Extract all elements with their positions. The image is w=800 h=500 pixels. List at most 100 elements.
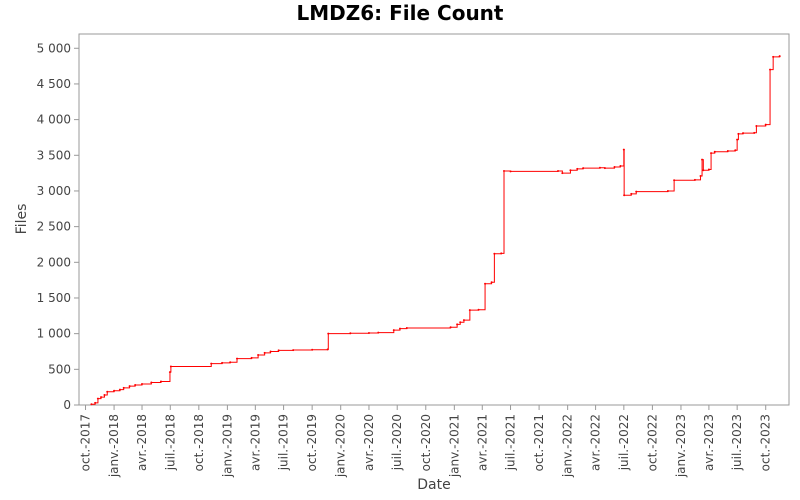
- y-axis: 0 500 1 000 1 500 2 000 2 500 3 000 3 500 4 000 4…: [37, 41, 79, 412]
- series-layer: [90, 55, 781, 406]
- data-point: [405, 326, 408, 329]
- data-point: [349, 332, 352, 335]
- x-tick-label: oct.-2019: [305, 414, 319, 471]
- x-tick-label: oct.-2022: [645, 414, 659, 471]
- data-point: [399, 327, 402, 330]
- data-point: [503, 169, 506, 172]
- data-point: [150, 381, 153, 384]
- data-point: [619, 164, 622, 167]
- y-tick-label: 0: [63, 398, 71, 412]
- data-point: [569, 169, 572, 172]
- y-tick-label: 3 000: [37, 184, 71, 198]
- data-point: [459, 321, 462, 324]
- y-tick-label: 1 500: [37, 291, 71, 305]
- data-point: [490, 281, 493, 284]
- data-point: [94, 401, 97, 404]
- data-point: [753, 131, 756, 134]
- x-tick-label: avr.-2022: [589, 414, 603, 471]
- x-tick-label: oct.-2023: [759, 414, 773, 471]
- y-tick-label: 1 000: [37, 327, 71, 341]
- data-point: [734, 149, 737, 152]
- data-point: [277, 349, 280, 352]
- data-point: [377, 331, 380, 334]
- data-point: [576, 167, 579, 170]
- data-point: [561, 172, 564, 175]
- data-point: [141, 382, 144, 385]
- x-tick-label: oct.-2021: [532, 414, 546, 471]
- y-axis-label: Files: [14, 204, 30, 235]
- y-tick-label: 4 000: [37, 113, 71, 127]
- data-point: [699, 174, 702, 177]
- x-tick-label: janv.-2021: [447, 414, 461, 478]
- data-point: [257, 354, 260, 357]
- data-point: [122, 386, 125, 389]
- data-point: [764, 123, 767, 126]
- data-point: [635, 190, 638, 193]
- data-point: [772, 55, 775, 58]
- data-point: [736, 138, 739, 141]
- x-tick-label: janv.-2019: [220, 414, 234, 478]
- data-point: [106, 390, 109, 393]
- data-point: [701, 158, 704, 161]
- data-point: [742, 132, 745, 135]
- data-point: [598, 166, 601, 169]
- data-point: [710, 152, 713, 155]
- data-point: [666, 189, 669, 192]
- y-tick-label: 5 000: [37, 41, 71, 55]
- data-point: [134, 384, 137, 387]
- x-axis: oct.-2017 janv.-2018 avr.-2018 juil.-2018 oc…: [79, 405, 773, 478]
- data-point: [90, 403, 93, 406]
- data-point: [236, 357, 239, 360]
- data-point: [509, 170, 512, 173]
- x-tick-label: oct.-2018: [192, 414, 206, 471]
- x-tick-label: juil.-2018: [163, 414, 177, 471]
- data-point: [726, 150, 729, 153]
- data-point: [327, 332, 330, 335]
- plot-area: [78, 33, 790, 406]
- data-point: [229, 361, 232, 364]
- data-point: [769, 68, 772, 71]
- data-point: [250, 356, 253, 359]
- x-tick-label: janv.-2022: [561, 414, 575, 478]
- data-point: [622, 148, 625, 151]
- data-point: [263, 351, 266, 354]
- y-tick-label: 500: [48, 362, 71, 376]
- data-point: [713, 150, 716, 153]
- x-tick-label: avr.-2018: [135, 414, 149, 471]
- x-axis-label: Date: [417, 477, 450, 493]
- x-tick-label: avr.-2023: [702, 414, 716, 471]
- data-point: [118, 388, 121, 391]
- data-point: [456, 323, 459, 326]
- data-point: [96, 397, 99, 400]
- data-point: [128, 385, 131, 388]
- data-point: [221, 361, 224, 364]
- x-tick-label: juil.-2019: [277, 414, 291, 471]
- data-point: [168, 371, 171, 374]
- x-tick-label: janv.-2023: [674, 414, 688, 478]
- data-point: [707, 168, 710, 171]
- data-point: [392, 329, 395, 332]
- data-point: [477, 308, 480, 311]
- data-point: [326, 348, 329, 351]
- x-tick-label: juil.-2022: [617, 414, 631, 471]
- data-point: [693, 178, 696, 181]
- y-tick-label: 4 500: [37, 77, 71, 91]
- data-point: [557, 169, 560, 172]
- x-tick-label: oct.-2017: [79, 414, 93, 471]
- data-point: [737, 132, 740, 135]
- data-point: [462, 319, 465, 322]
- x-tick-label: juil.-2021: [504, 414, 518, 471]
- y-tick-label: 3 500: [37, 148, 71, 162]
- y-tick-label: 2 000: [37, 255, 71, 269]
- data-point: [500, 252, 503, 255]
- x-tick-label: juil.-2020: [390, 414, 404, 471]
- data-point: [778, 55, 781, 58]
- data-point: [169, 365, 172, 368]
- data-point: [623, 194, 626, 197]
- data-point: [493, 252, 496, 255]
- data-point: [100, 396, 103, 399]
- data-point: [311, 348, 314, 351]
- data-point: [673, 179, 676, 182]
- data-point: [755, 125, 758, 128]
